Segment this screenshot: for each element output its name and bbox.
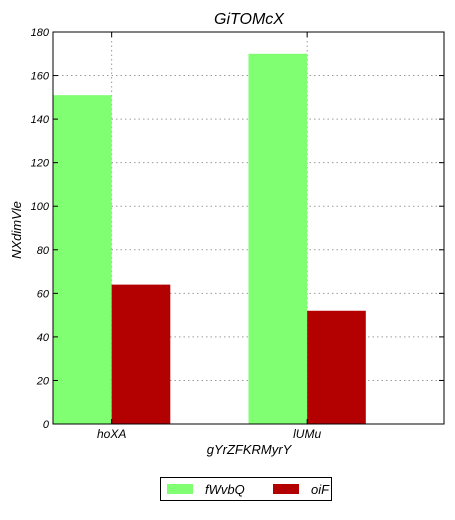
x-axis-label: gYrZFKRMyrY xyxy=(207,442,293,457)
legend: fWvbQ oiF xyxy=(160,477,332,501)
bar-fWvbQ-hoXA xyxy=(53,95,112,425)
bar-oiF-hoXA xyxy=(111,284,171,424)
legend-label-series-2: oiF xyxy=(311,481,330,497)
bars xyxy=(53,53,366,425)
bar-chart: 0 20 40 60 80 100 120 140 160 180 hoXA lUMu GiTOMc… xyxy=(9,11,445,457)
y-tick-label: 0 xyxy=(43,419,50,431)
y-axis-ticks: 0 20 40 60 80 100 120 140 160 180 xyxy=(31,27,444,431)
legend-swatch-series-2 xyxy=(273,484,299,494)
y-tick-label: 80 xyxy=(37,245,50,257)
y-tick-label: 40 xyxy=(37,332,50,344)
x-tick-label: hoXA xyxy=(97,427,126,441)
chart-title: GiTOMcX xyxy=(214,11,285,28)
legend-swatch-series-1 xyxy=(167,484,193,494)
plot-frame xyxy=(52,31,445,425)
bar-oiF-lUMu xyxy=(307,310,366,424)
y-axis-label: NXdimVle xyxy=(9,201,24,259)
legend-label-series-1: fWvbQ xyxy=(205,481,245,497)
y-tick-label: 160 xyxy=(31,71,50,83)
y-tick-label: 60 xyxy=(37,288,50,300)
legend-item-series-2: oiF xyxy=(273,481,330,497)
y-tick-label: 140 xyxy=(31,114,50,126)
y-tick-label: 20 xyxy=(36,375,50,387)
y-tick-label: 120 xyxy=(31,158,50,170)
x-tick-label: lUMu xyxy=(293,427,321,441)
x-axis-ticks: hoXA lUMu xyxy=(97,32,321,441)
y-tick-label: 180 xyxy=(31,27,50,39)
bar-fWvbQ-lUMu xyxy=(248,53,308,425)
y-tick-label: 100 xyxy=(31,201,50,213)
legend-item-series-1: fWvbQ xyxy=(167,481,245,497)
